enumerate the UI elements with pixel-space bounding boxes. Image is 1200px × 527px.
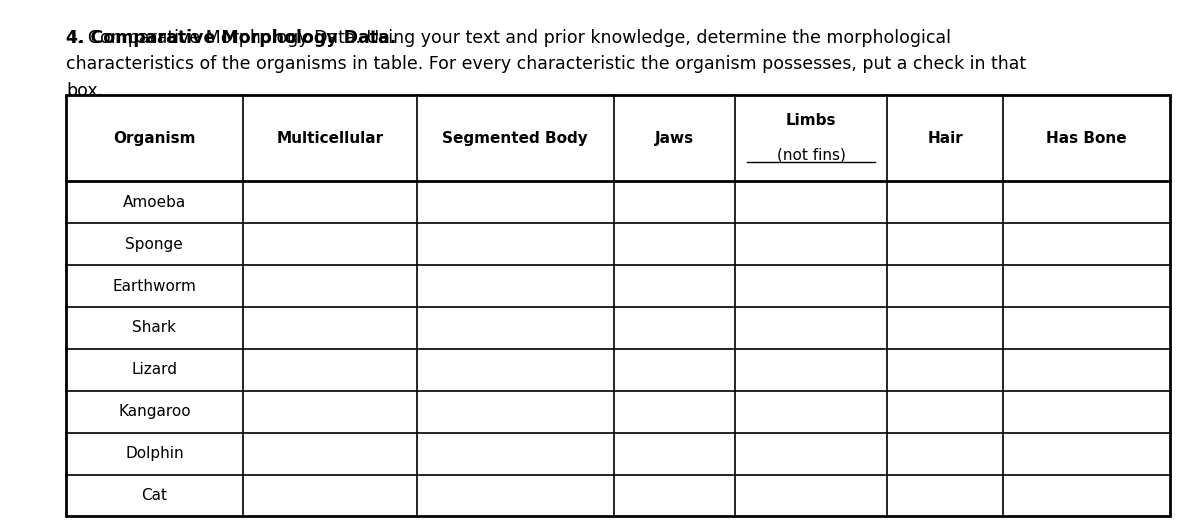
Text: Amoeba: Amoeba [122, 195, 186, 210]
Text: Organism: Organism [113, 131, 196, 145]
Text: Kangaroo: Kangaroo [118, 404, 191, 419]
Text: Cat: Cat [142, 488, 167, 503]
Text: Multicellular: Multicellular [276, 131, 384, 145]
Text: Limbs: Limbs [786, 113, 836, 128]
Text: Earthworm: Earthworm [113, 279, 197, 294]
Text: Segmented Body: Segmented Body [443, 131, 588, 145]
Text: Shark: Shark [132, 320, 176, 335]
Text: box.: box. [66, 82, 103, 100]
Text: 4. Comparative Morphology Data. Using your text and prior knowledge, determine t: 4. Comparative Morphology Data. Using yo… [66, 29, 952, 47]
Text: (not fins): (not fins) [776, 148, 846, 163]
Text: Has Bone: Has Bone [1046, 131, 1127, 145]
Text: 4. Comparative Morphology Data.: 4. Comparative Morphology Data. [66, 29, 396, 47]
Bar [66, 95, 1170, 516]
Text: Dolphin: Dolphin [125, 446, 184, 461]
Text: characteristics of the organisms in table. For every characteristic the organism: characteristics of the organisms in tabl… [66, 55, 1026, 73]
Text: Lizard: Lizard [131, 363, 178, 377]
Text: Jaws: Jaws [655, 131, 694, 145]
Text: Hair: Hair [928, 131, 964, 145]
Text: Sponge: Sponge [126, 237, 184, 251]
